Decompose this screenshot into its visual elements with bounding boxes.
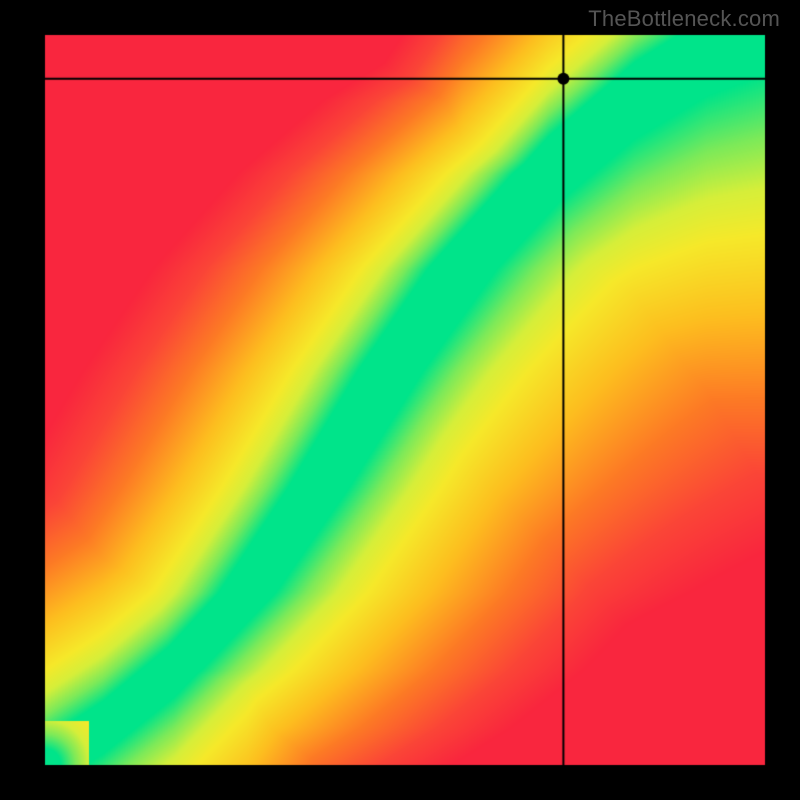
chart-container: TheBottleneck.com xyxy=(0,0,800,800)
watermark-text: TheBottleneck.com xyxy=(588,6,780,32)
heatmap-canvas xyxy=(0,0,800,800)
